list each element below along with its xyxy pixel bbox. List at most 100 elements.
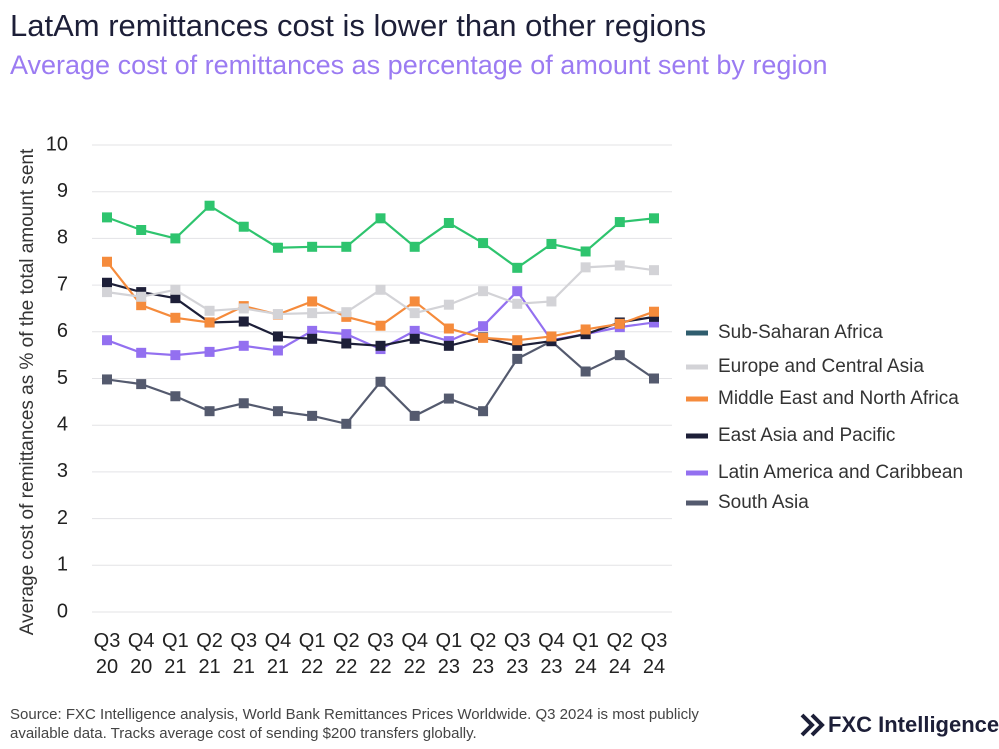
x-tick-label: Q3 20 (93, 630, 121, 678)
data-point (375, 376, 386, 387)
data-point (546, 331, 557, 342)
data-point (272, 345, 283, 356)
data-point (443, 393, 454, 404)
data-point (341, 418, 352, 429)
data-point (307, 333, 318, 344)
data-point (512, 353, 523, 364)
data-point (512, 335, 523, 346)
x-tick-label: Q1 23 (435, 630, 463, 678)
data-point (272, 331, 283, 342)
data-point (170, 293, 181, 304)
data-point (375, 213, 386, 224)
y-tick-label: 9 (57, 180, 68, 202)
data-point (136, 347, 147, 358)
data-point (443, 217, 454, 228)
data-point (614, 350, 625, 361)
data-point (478, 286, 489, 297)
data-point (307, 241, 318, 252)
data-point (478, 238, 489, 249)
data-point (478, 406, 489, 417)
data-point (512, 340, 523, 351)
data-point (512, 286, 523, 297)
x-tick-label: Q1 21 (162, 630, 189, 678)
data-point (136, 224, 147, 235)
x-tick-label: Q3 24 (640, 630, 668, 678)
data-point (580, 262, 591, 273)
data-point (375, 320, 386, 331)
data-point (307, 325, 318, 336)
legend-label: Latin America and Caribbean (718, 462, 963, 483)
data-point (443, 299, 454, 310)
y-tick-label: 7 (57, 273, 68, 295)
legend-marker (686, 470, 708, 476)
data-point (307, 410, 318, 421)
data-point (409, 296, 420, 307)
data-point (272, 242, 283, 253)
data-point (307, 296, 318, 307)
y-tick-label: 5 (57, 367, 68, 389)
x-tick-label: Q3 23 (503, 630, 531, 678)
data-point (341, 329, 352, 340)
legend-label: Middle East and North Africa (718, 388, 959, 409)
legend-marker (686, 364, 708, 370)
x-tick-label: Q4 22 (401, 630, 429, 678)
legend-marker (686, 330, 708, 336)
x-tick-label: Q4 23 (538, 630, 565, 678)
data-point (204, 346, 215, 357)
data-point (546, 239, 557, 250)
x-tick-label: Q4 21 (264, 630, 292, 678)
x-tick-label: Q1 22 (298, 630, 326, 678)
data-point (375, 340, 386, 351)
source-note: Source: FXC Intelligence analysis, World… (10, 706, 699, 742)
y-tick-label: 2 (57, 507, 68, 529)
data-point (170, 284, 181, 295)
y-tick-label: 4 (57, 413, 68, 435)
data-point (272, 406, 283, 417)
chart-title: LatAm remittances cost is lower than oth… (10, 8, 706, 43)
data-point (512, 298, 523, 309)
data-point (580, 366, 591, 377)
legend-label: South Asia (718, 492, 809, 513)
data-point (238, 221, 249, 232)
data-point (478, 321, 489, 332)
data-point (170, 233, 181, 244)
logo-icon (800, 713, 825, 737)
data-point (341, 241, 352, 252)
data-point (649, 265, 659, 276)
data-point (409, 325, 420, 336)
data-point (649, 317, 659, 328)
legend-label: Europe and Central Asia (718, 356, 924, 377)
data-point (238, 398, 249, 409)
data-point (614, 260, 625, 271)
x-tick-label: Q2 22 (332, 630, 360, 678)
x-tick-label: Q1 24 (572, 630, 599, 678)
y-tick-label: 3 (57, 460, 68, 482)
data-point (272, 309, 283, 320)
data-point (443, 340, 454, 351)
data-point (341, 338, 352, 349)
data-point (649, 306, 659, 317)
x-tick-label: Q2 24 (606, 630, 634, 678)
y-tick-label: 10 (46, 133, 68, 155)
data-point (649, 373, 659, 384)
data-point (546, 296, 557, 307)
data-point (170, 312, 181, 323)
y-tick-label: 1 (57, 554, 68, 576)
data-point (238, 303, 249, 314)
data-point (102, 277, 112, 288)
data-point (204, 200, 215, 211)
y-tick-label: 6 (57, 320, 68, 342)
y-axis-label: Average cost of remittances as % of the … (17, 148, 38, 635)
legend-marker (686, 500, 708, 506)
data-point (102, 256, 112, 267)
data-point (136, 291, 147, 302)
data-point (102, 335, 112, 346)
data-point (580, 246, 591, 257)
logo-text: FXC Intelligence (828, 712, 999, 737)
data-point (102, 287, 112, 298)
y-tick-label: 8 (57, 227, 68, 249)
data-point (238, 316, 249, 327)
data-point (307, 308, 318, 319)
